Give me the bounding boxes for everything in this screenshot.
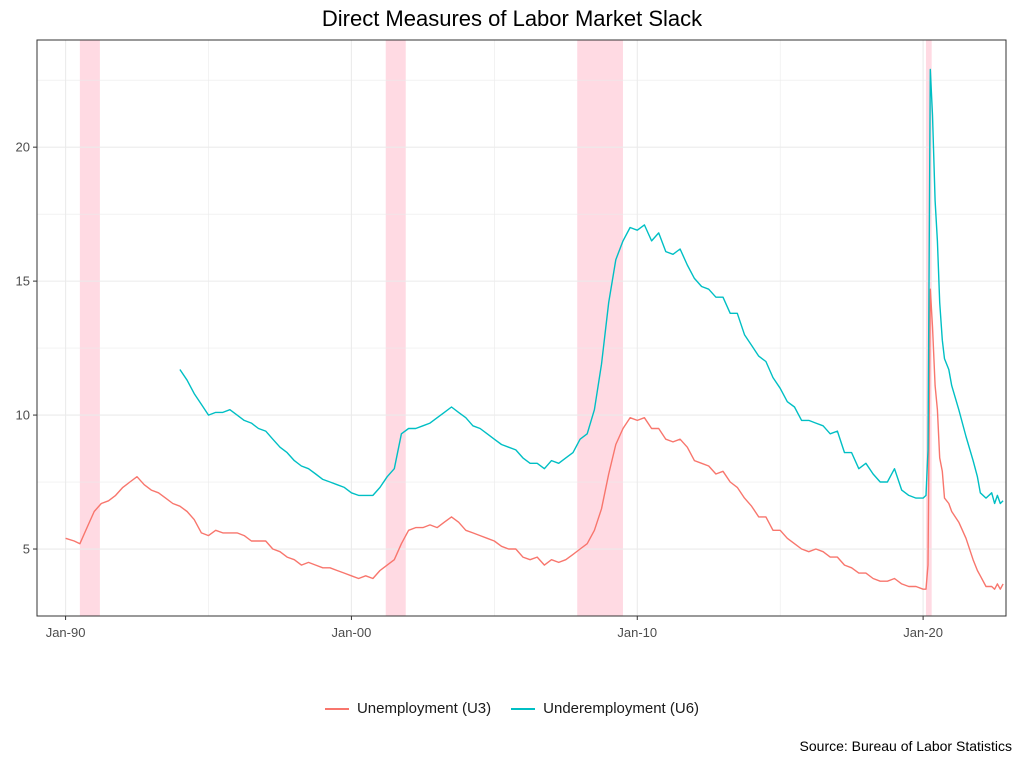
series-line-u3 <box>65 288 1004 590</box>
legend-item-u3: Unemployment (U3) <box>324 700 492 717</box>
y-axis: 5 10 15 20 <box>16 140 37 557</box>
x-tick-label: Jan-00 <box>332 625 372 640</box>
recession-band-0 <box>79 40 100 616</box>
recession-band-2 <box>577 40 623 616</box>
series-lines <box>65 68 1004 590</box>
y-tick-label: 5 <box>23 542 30 557</box>
legend-key-u3 <box>324 707 349 710</box>
recession-band-1 <box>385 40 406 616</box>
series-line-u6 <box>179 68 1004 505</box>
legend-label-u3: Unemployment (U3) <box>356 700 492 717</box>
legend-key-u6 <box>511 707 536 710</box>
y-tick-label: 15 <box>16 274 30 289</box>
y-tick-label: 20 <box>16 140 30 155</box>
chart-legend: Unemployment (U3) Underemployment (U6) <box>0 700 1024 717</box>
y-tick-label: 10 <box>16 408 30 423</box>
recession-bands <box>79 40 932 616</box>
x-axis: Jan-90 Jan-00 Jan-10 Jan-20 <box>46 616 943 640</box>
x-tick-label: Jan-10 <box>617 625 657 640</box>
legend-item-u6: Underemployment (U6) <box>511 700 699 717</box>
plot-border <box>36 39 1007 617</box>
x-tick-label: Jan-20 <box>903 625 943 640</box>
grid-lines <box>37 40 1006 617</box>
legend-label-u6: Underemployment (U6) <box>543 700 700 717</box>
chart-title: Direct Measures of Labor Market Slack <box>321 6 703 31</box>
source-note: Source: Bureau of Labor Statistics <box>799 738 1012 754</box>
x-tick-label: Jan-90 <box>46 625 86 640</box>
